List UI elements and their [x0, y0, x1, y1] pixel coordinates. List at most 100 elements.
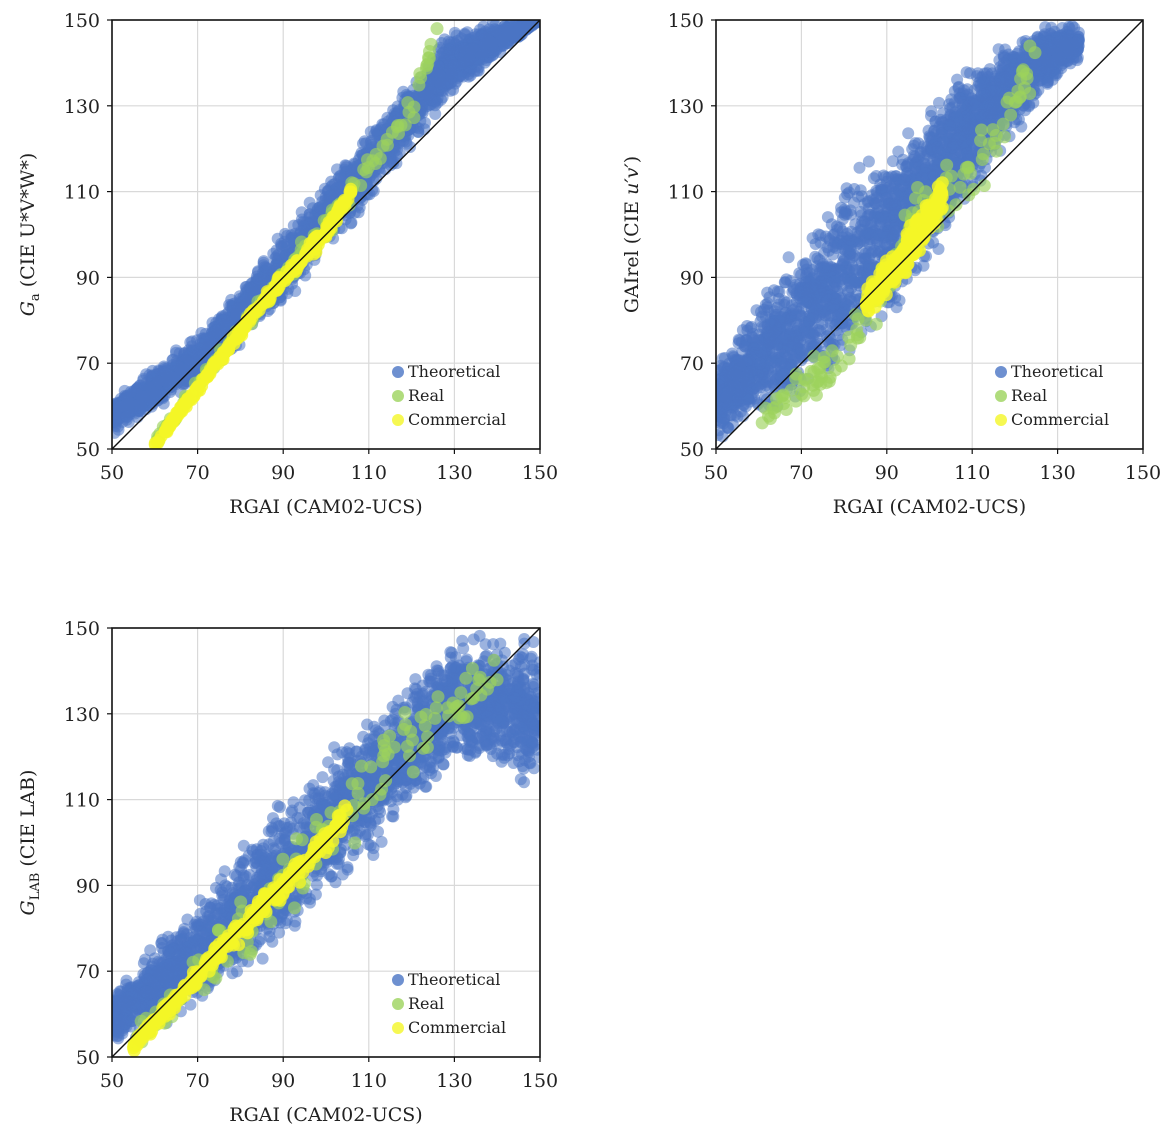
- x-tick-label: 110: [351, 462, 387, 484]
- identity-line: [111, 19, 541, 450]
- data-point-theoretical: [135, 402, 148, 414]
- data-point-theoretical: [272, 248, 285, 261]
- data-point-real: [421, 57, 435, 71]
- data-point-real: [414, 71, 428, 85]
- data-point-commercial: [159, 425, 173, 438]
- data-point-theoretical: [164, 381, 177, 394]
- data-point-theoretical: [432, 60, 445, 73]
- y-tick-label: 130: [64, 96, 100, 118]
- data-point-commercial: [245, 310, 259, 324]
- data-point-theoretical: [932, 243, 945, 255]
- plot-frame: [111, 19, 541, 450]
- data-point-real: [407, 111, 421, 125]
- legend-label-commercial: Commercial: [408, 410, 506, 429]
- x-tick-label: 130: [436, 462, 472, 484]
- data-point-theoretical: [384, 151, 397, 164]
- data-point-theoretical: [503, 25, 516, 38]
- data-point-theoretical: [324, 189, 336, 202]
- data-point-real: [359, 165, 373, 179]
- data-point-commercial: [270, 275, 284, 289]
- data-point-theoretical: [209, 324, 222, 337]
- data-point-theoretical: [431, 96, 444, 109]
- data-point-commercial: [178, 396, 192, 410]
- data-point-theoretical: [303, 218, 316, 231]
- x-axis-label: RGAI (CAM02-UCS): [229, 496, 422, 518]
- legend-label-theoretical: Theoretical: [408, 362, 500, 381]
- data-point-theoretical: [1066, 20, 1079, 33]
- data-point-real: [424, 37, 438, 51]
- data-point-theoretical: [887, 155, 899, 168]
- data-point-theoretical: [933, 96, 945, 109]
- x-tick-label: 50: [100, 462, 124, 484]
- data-point-theoretical: [424, 74, 437, 87]
- data-point-theoretical: [1015, 120, 1028, 133]
- y-tick-label: 150: [64, 10, 100, 32]
- y-tick-label: 50: [76, 439, 100, 461]
- data-point-theoretical: [313, 201, 326, 214]
- data-point-commercial: [215, 352, 229, 366]
- data-point-commercial: [224, 336, 238, 350]
- y-tick-label: 90: [76, 267, 100, 289]
- data-point-theoretical: [252, 273, 265, 286]
- data-point-commercial: [166, 413, 180, 427]
- data-point-theoretical: [902, 127, 915, 140]
- data-point-theoretical: [158, 362, 171, 374]
- legend-marker-theoretical: [392, 366, 404, 378]
- legend-marker-real: [392, 390, 404, 402]
- data-point-commercial: [189, 383, 203, 397]
- y-tick-label: 110: [64, 182, 100, 204]
- data-point-theoretical: [184, 357, 197, 370]
- data-point-theoretical: [404, 141, 416, 153]
- data-point-theoretical: [352, 206, 365, 219]
- data-point-theoretical: [444, 63, 457, 76]
- data-point-theoretical: [466, 42, 479, 55]
- data-point-theoretical: [434, 69, 447, 82]
- data-point-theoretical: [452, 70, 465, 83]
- data-point-theoretical: [442, 35, 455, 48]
- data-point-commercial: [233, 325, 247, 339]
- y-axis-label: Ga (CIE U*V*W*): [17, 153, 43, 317]
- data-points: [112, 20, 540, 449]
- data-point-theoretical: [149, 388, 162, 401]
- data-point-theoretical: [240, 292, 253, 305]
- y-tick-label: 70: [76, 353, 100, 375]
- data-point-theoretical: [716, 429, 724, 442]
- data-point-theoretical: [112, 426, 121, 439]
- data-point-theoretical: [429, 108, 442, 120]
- data-point-theoretical: [220, 321, 233, 334]
- data-point-theoretical: [186, 344, 199, 357]
- data-point-commercial: [331, 205, 345, 219]
- data-point-theoretical: [463, 53, 476, 66]
- data-point-theoretical: [825, 218, 838, 231]
- data-point-theoretical: [202, 342, 215, 354]
- data-point-theoretical: [278, 235, 291, 248]
- data-point-theoretical: [125, 385, 137, 398]
- series-commercial: [148, 182, 358, 449]
- data-point-theoretical: [759, 391, 771, 404]
- data-point-commercial: [289, 256, 303, 270]
- data-point-theoretical: [478, 38, 491, 51]
- data-point-theoretical: [120, 410, 133, 423]
- data-point-commercial: [258, 294, 272, 307]
- data-point-real: [430, 22, 444, 36]
- data-points: [716, 20, 1085, 443]
- data-point-theoretical: [414, 88, 427, 101]
- data-point-commercial: [201, 367, 215, 381]
- x-tick-label: 150: [522, 462, 558, 484]
- data-point-real: [380, 132, 394, 146]
- data-point-theoretical: [152, 375, 165, 388]
- data-point-commercial: [343, 185, 357, 199]
- legend-marker-commercial: [392, 414, 404, 426]
- data-point-theoretical: [526, 20, 539, 32]
- data-point-theoretical: [862, 155, 875, 168]
- data-point-real: [369, 147, 383, 161]
- data-point-real: [398, 118, 412, 132]
- data-point-theoretical: [260, 261, 273, 274]
- data-point-commercial: [152, 433, 166, 447]
- x-tick-label: 90: [271, 462, 295, 484]
- data-point-theoretical: [437, 46, 450, 59]
